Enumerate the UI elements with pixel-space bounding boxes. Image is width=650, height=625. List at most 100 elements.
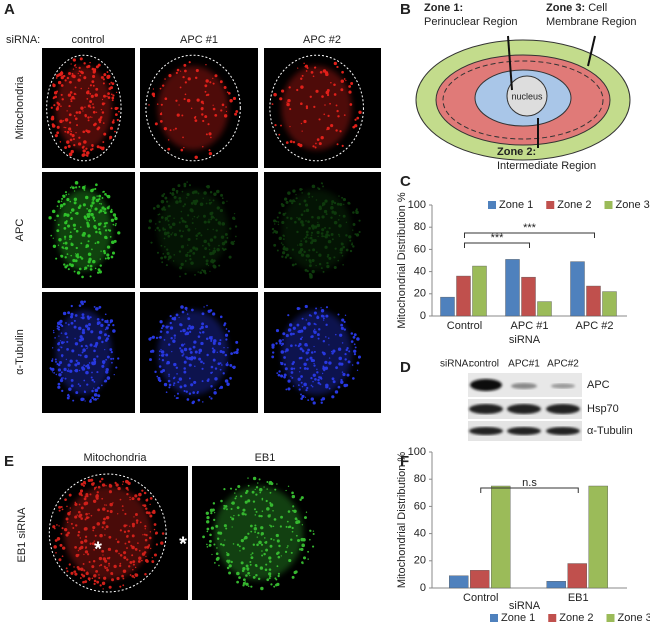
signal-dot — [186, 313, 189, 315]
signal-dot — [183, 146, 185, 149]
signal-dot — [77, 567, 81, 571]
signal-dot — [75, 64, 77, 66]
signal-dot — [291, 202, 294, 205]
signal-dot — [285, 141, 289, 144]
signal-dot — [200, 107, 204, 111]
panel-letter: B — [400, 1, 411, 18]
signal-dot — [80, 482, 84, 486]
signal-dot — [90, 212, 94, 217]
signal-dot — [313, 345, 315, 348]
signal-dot — [123, 556, 127, 560]
signal-dot — [158, 350, 161, 353]
signal-dot — [215, 229, 218, 232]
signal-dot — [192, 251, 196, 255]
signal-dot — [280, 374, 284, 378]
signal-dot — [276, 539, 280, 543]
signal-dot — [185, 259, 187, 262]
signal-dot — [345, 234, 348, 237]
signal-dot — [56, 214, 59, 218]
signal-dot — [320, 309, 325, 313]
signal — [202, 476, 315, 591]
signal-dot — [75, 111, 79, 114]
signal-dot — [160, 216, 164, 219]
signal-dot — [134, 494, 138, 498]
signal-dot — [100, 563, 103, 567]
signal-dot — [67, 365, 70, 367]
signal-dot — [333, 256, 336, 259]
signal-dot — [154, 229, 156, 231]
signal-dot — [80, 397, 84, 402]
signal-dot — [315, 251, 318, 254]
signal-dot — [320, 136, 324, 140]
signal-dot — [199, 271, 203, 274]
signal-dot — [95, 494, 99, 498]
signal-dot — [78, 136, 81, 139]
signal-dot — [94, 122, 97, 125]
signal-dot — [342, 245, 345, 249]
cell-glow — [157, 189, 229, 271]
signal-dot — [330, 233, 334, 236]
signal-dot — [200, 234, 203, 237]
signal-dot — [59, 141, 62, 143]
signal-dot — [89, 116, 92, 118]
signal-dot — [150, 241, 153, 244]
signal-dot — [216, 351, 219, 354]
signal-dot — [95, 341, 99, 345]
signal-dot — [292, 505, 295, 508]
signal-dot — [304, 268, 308, 272]
signal-dot — [79, 255, 82, 259]
signal-dot — [343, 203, 345, 206]
signal-dot — [310, 384, 313, 387]
signal-dot — [74, 86, 77, 89]
signal-dot — [207, 123, 210, 126]
signal-dot — [99, 222, 102, 225]
signal-dot — [202, 269, 207, 273]
signal-dot — [126, 524, 128, 527]
signal-dot — [214, 74, 218, 78]
signal-dot — [194, 365, 196, 367]
signal-dot — [112, 119, 115, 122]
signal-dot — [234, 112, 238, 116]
signal-dot — [325, 386, 328, 389]
signal-dot — [181, 190, 184, 193]
signal-dot — [88, 130, 91, 133]
signal-dot — [239, 550, 241, 552]
signal-dot — [182, 205, 185, 208]
signal-dot — [279, 97, 283, 101]
signal-dot — [308, 196, 310, 198]
signal-dot — [313, 328, 316, 331]
signal-dot — [179, 275, 181, 278]
signal-dot — [106, 245, 111, 249]
signal-dot — [293, 367, 296, 370]
signal-dot — [187, 238, 191, 242]
signal-dot — [55, 551, 57, 554]
signal-dot — [318, 253, 322, 257]
signal-dot — [64, 498, 67, 501]
signal-dot — [77, 353, 80, 356]
signal-dot — [182, 353, 185, 355]
signal-dot — [74, 337, 76, 340]
signal-dot — [161, 84, 165, 87]
signal-dot — [282, 338, 284, 341]
signal-dot — [358, 230, 361, 234]
signal-dot — [310, 276, 313, 278]
signal-dot — [115, 366, 118, 369]
signal-dot — [312, 373, 316, 377]
signal-dot — [308, 227, 311, 230]
signal-dot — [114, 216, 118, 221]
signal-dot — [86, 553, 90, 556]
signal-dot — [189, 258, 192, 261]
signal-dot — [226, 551, 228, 554]
signal-dot — [280, 515, 283, 519]
signal-dot — [333, 201, 337, 205]
signal-dot — [265, 548, 268, 552]
signal-dot — [328, 344, 330, 346]
signal-dot — [102, 554, 104, 556]
signal-dot — [87, 252, 92, 257]
signal-dot — [111, 99, 114, 102]
signal-dot — [268, 480, 273, 485]
signal-dot — [242, 581, 246, 585]
signal-dot — [200, 341, 204, 346]
signal-dot — [96, 240, 100, 244]
signal-dot — [249, 563, 252, 566]
